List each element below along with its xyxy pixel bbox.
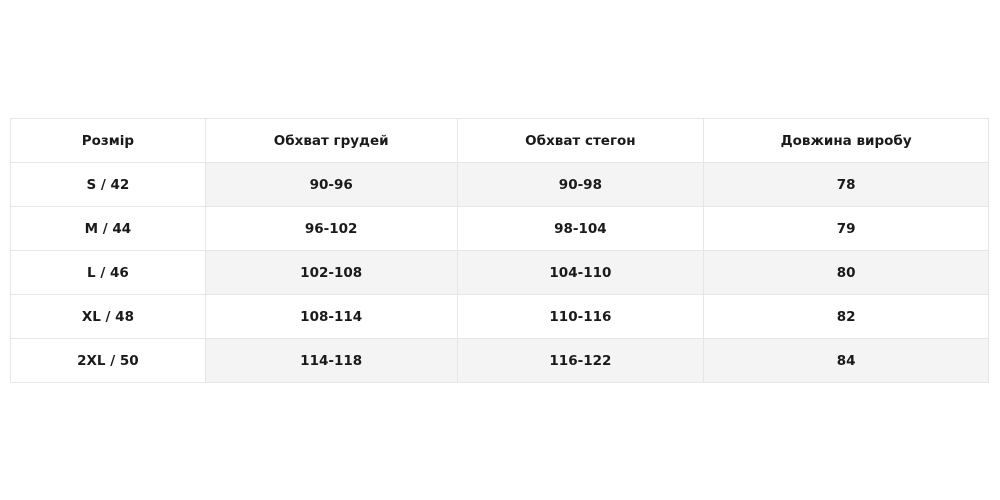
cell-size: XL / 48	[10, 294, 206, 339]
cell-chest: 108-114	[204, 294, 458, 339]
cell-chest: 96-102	[204, 206, 458, 251]
cell-size: S / 42	[10, 162, 206, 207]
size-chart-table: Розмір Обхват грудей Обхват стегон Довжи…	[10, 118, 989, 383]
table-row: 2XL / 50 114-118 116-122 84	[10, 338, 989, 383]
cell-size: M / 44	[10, 206, 206, 251]
cell-length: 79	[703, 206, 989, 251]
cell-length: 82	[703, 294, 989, 339]
cell-hips: 110-116	[456, 294, 705, 339]
table-row: S / 42 90-96 90-98 78	[10, 162, 989, 207]
header-size: Розмір	[10, 118, 206, 163]
table-row: XL / 48 108-114 110-116 82	[10, 294, 989, 339]
table-row: L / 46 102-108 104-110 80	[10, 250, 989, 295]
table-row: M / 44 96-102 98-104 79	[10, 206, 989, 251]
cell-hips: 104-110	[456, 250, 705, 295]
cell-length: 78	[703, 162, 989, 207]
cell-hips: 98-104	[456, 206, 705, 251]
header-hips: Обхват стегон	[456, 118, 705, 163]
cell-chest: 114-118	[204, 338, 458, 383]
header-chest: Обхват грудей	[204, 118, 458, 163]
cell-hips: 116-122	[456, 338, 705, 383]
cell-chest: 90-96	[204, 162, 458, 207]
cell-chest: 102-108	[204, 250, 458, 295]
cell-length: 80	[703, 250, 989, 295]
cell-size: 2XL / 50	[10, 338, 206, 383]
cell-size: L / 46	[10, 250, 206, 295]
cell-length: 84	[703, 338, 989, 383]
cell-hips: 90-98	[456, 162, 705, 207]
table-header-row: Розмір Обхват грудей Обхват стегон Довжи…	[10, 118, 989, 163]
header-length: Довжина виробу	[703, 118, 989, 163]
